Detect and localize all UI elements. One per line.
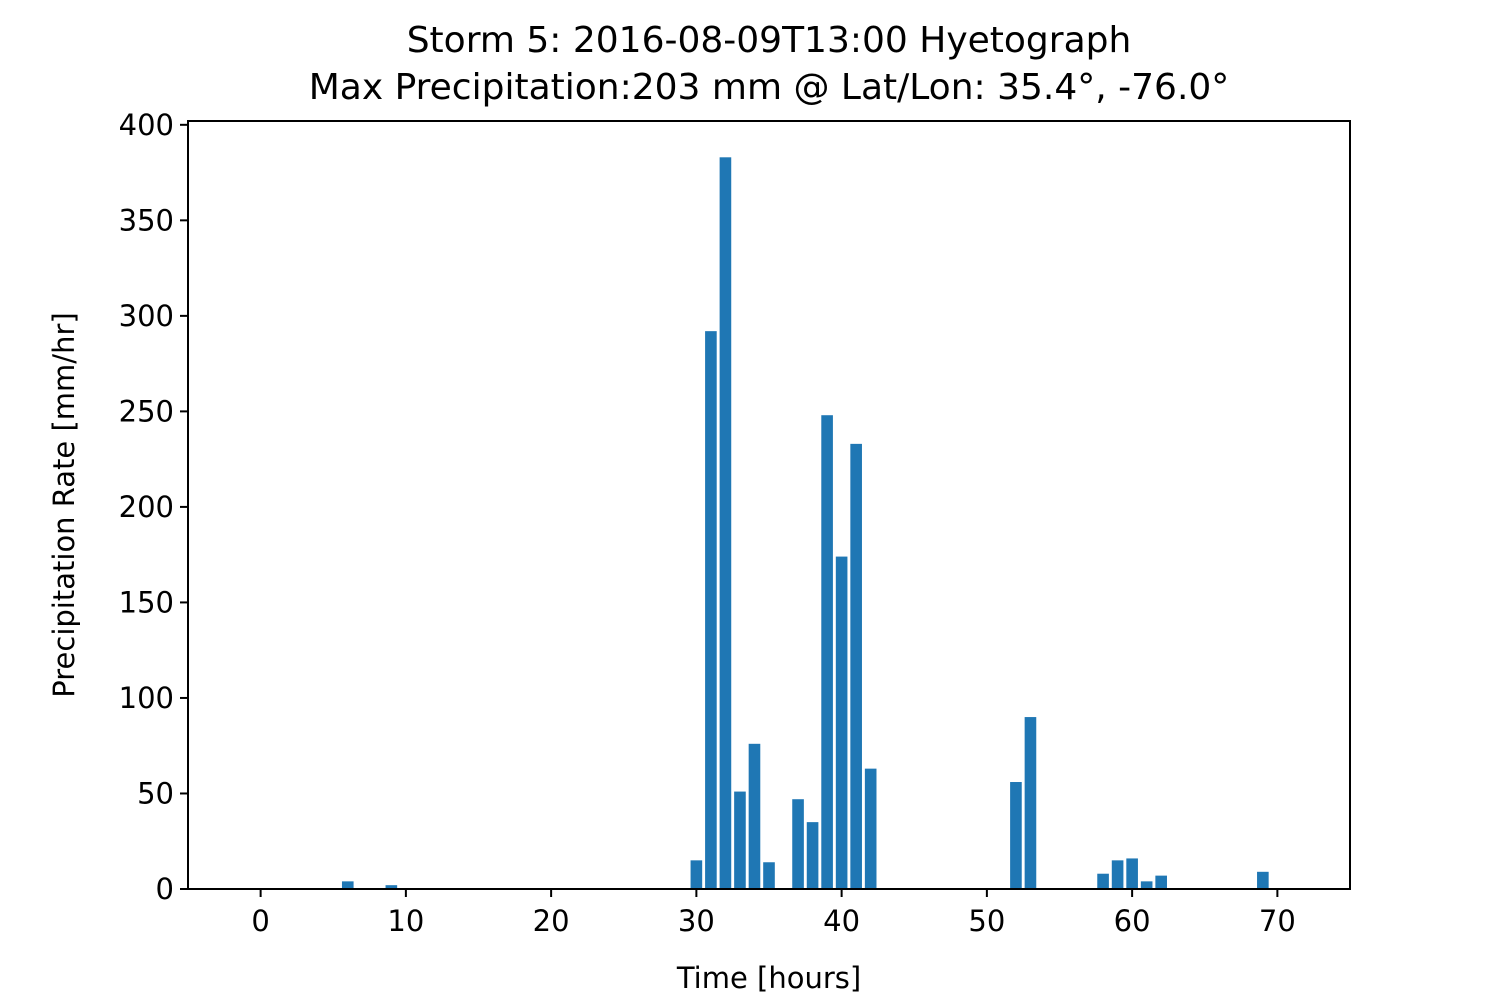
bar bbox=[1126, 858, 1138, 889]
bar bbox=[1155, 875, 1167, 889]
x-tick-label: 10 bbox=[387, 904, 424, 938]
x-tick-label: 20 bbox=[533, 904, 570, 938]
chart-subtitle: Max Precipitation:203 mm @ Lat/Lon: 35.4… bbox=[309, 67, 1230, 108]
bar bbox=[864, 768, 877, 889]
bar bbox=[1097, 873, 1109, 889]
chart-title: Storm 5: 2016-08-09T13:00 Hyetograph bbox=[407, 20, 1132, 61]
y-tick-label: 300 bbox=[119, 299, 174, 333]
y-tick-label: 100 bbox=[119, 681, 174, 715]
x-axis-ticks: 0 10 20 30 40 50 60 70 bbox=[251, 889, 1296, 938]
x-tick-label: 70 bbox=[1259, 904, 1296, 938]
bar bbox=[1257, 871, 1269, 889]
bar bbox=[763, 862, 775, 889]
bar bbox=[850, 443, 862, 889]
x-tick-label: 40 bbox=[823, 904, 860, 938]
y-tick-label: 350 bbox=[119, 203, 174, 237]
y-tick-label: 200 bbox=[119, 490, 174, 524]
x-tick-label: 30 bbox=[678, 904, 715, 938]
bar bbox=[690, 860, 703, 889]
x-tick-label: 60 bbox=[1114, 904, 1151, 938]
bar bbox=[821, 415, 833, 889]
x-tick-label: 50 bbox=[968, 904, 1005, 938]
bar bbox=[792, 799, 804, 889]
y-tick-label: 0 bbox=[156, 872, 174, 906]
y-axis-label: Precipitation Rate [mm/hr] bbox=[47, 312, 81, 697]
y-tick-label: 150 bbox=[119, 585, 174, 619]
bar bbox=[835, 556, 848, 889]
bar bbox=[341, 881, 354, 889]
plot-area-frame bbox=[187, 120, 1351, 890]
bar bbox=[705, 331, 717, 889]
bar bbox=[719, 157, 732, 889]
bar-series bbox=[341, 157, 1269, 889]
bar bbox=[1111, 860, 1124, 889]
y-tick-label: 50 bbox=[137, 776, 174, 810]
bar bbox=[806, 822, 819, 889]
bar bbox=[748, 743, 761, 889]
bar bbox=[1024, 717, 1037, 889]
y-tick-label: 250 bbox=[119, 394, 174, 428]
y-axis-ticks: 0 50 100 150 200 250 300 350 400 bbox=[119, 108, 188, 906]
bar bbox=[1010, 782, 1022, 889]
bar bbox=[1140, 881, 1153, 889]
x-tick-label: 0 bbox=[251, 904, 269, 938]
x-axis-label: Time [hours] bbox=[676, 961, 861, 995]
y-tick-label: 400 bbox=[119, 108, 174, 142]
bar bbox=[734, 791, 746, 889]
bar bbox=[385, 885, 398, 889]
